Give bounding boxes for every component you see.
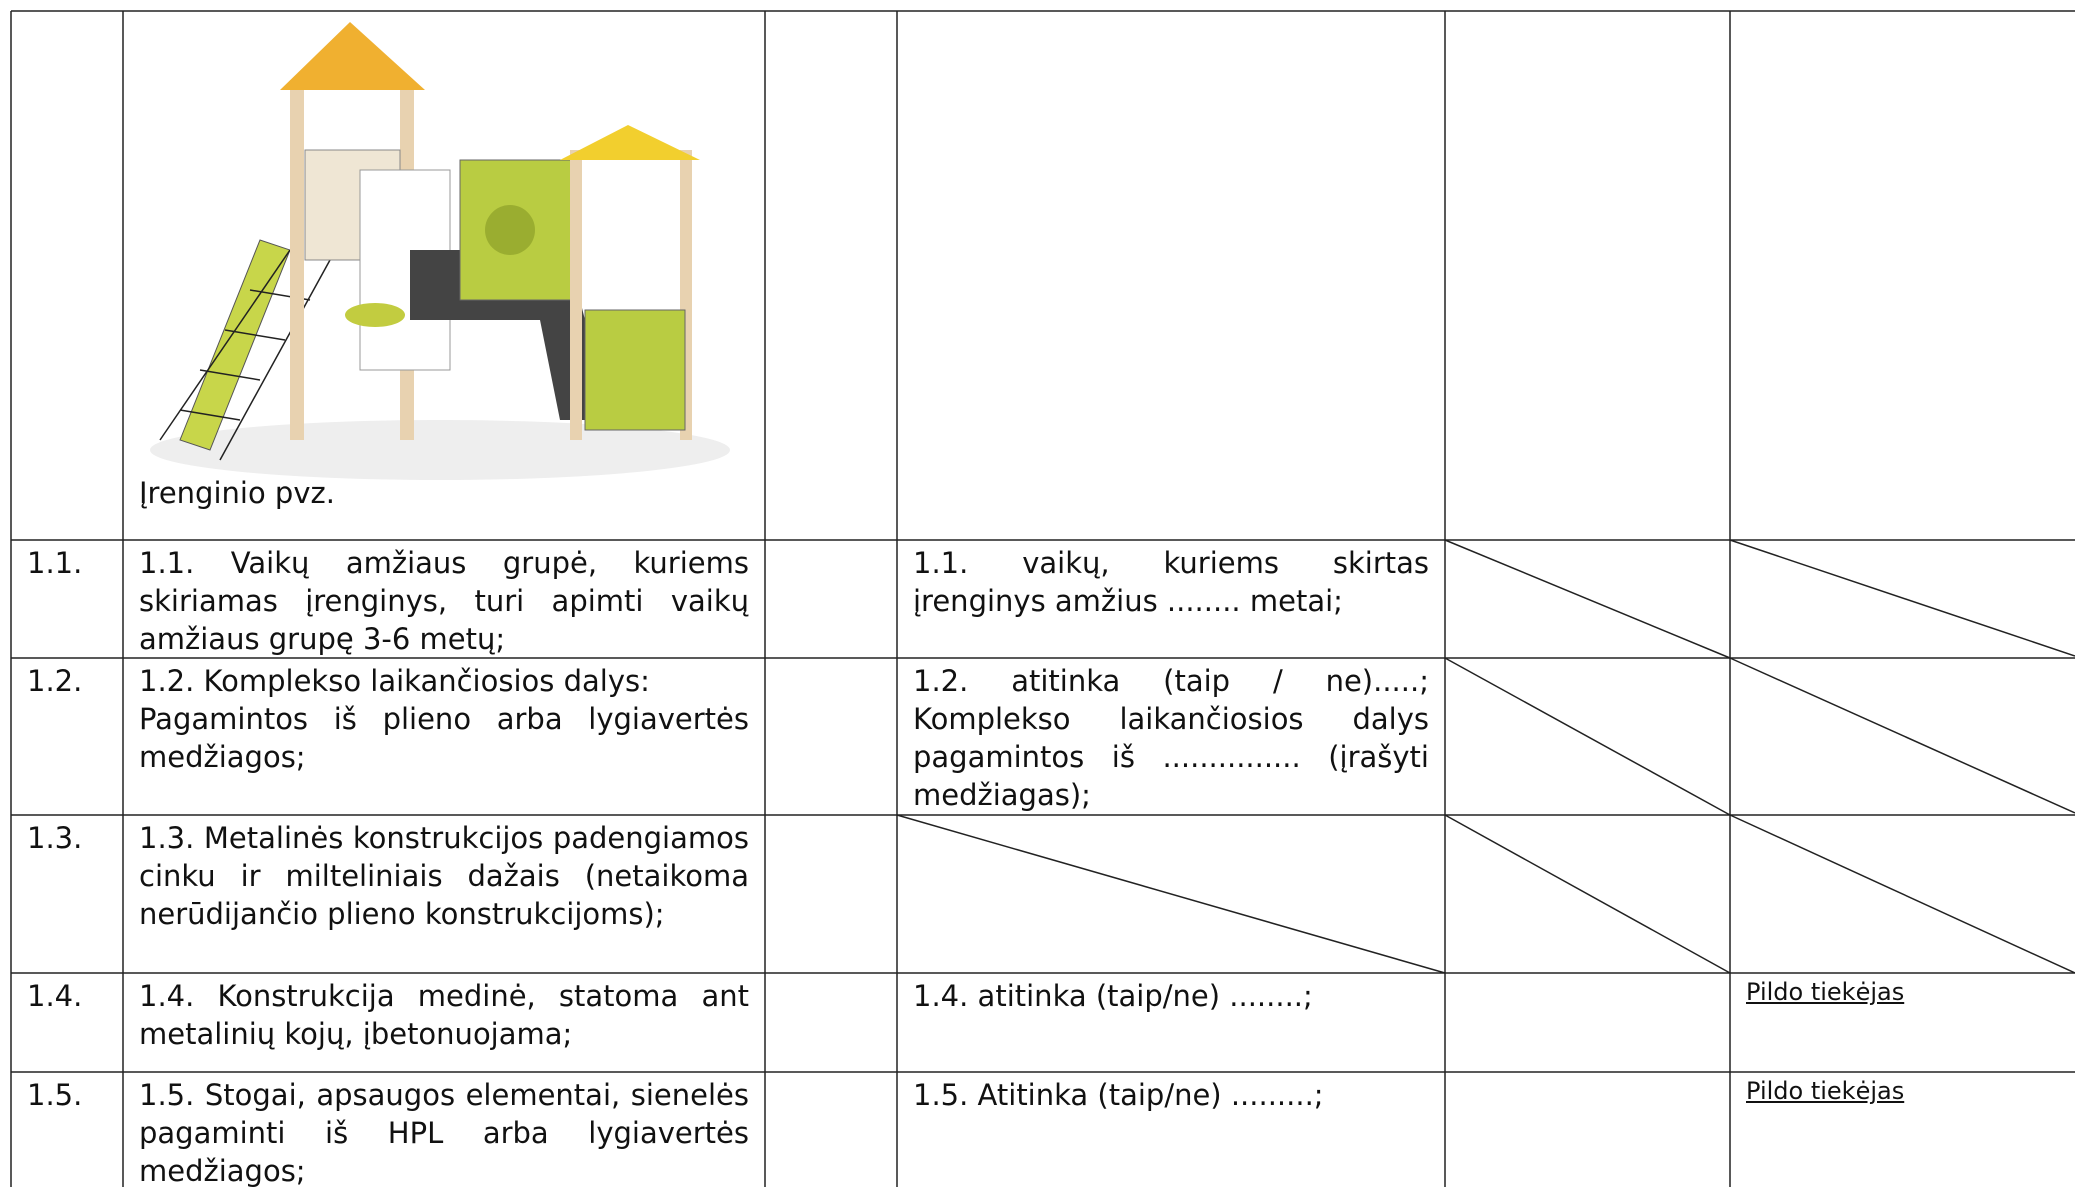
row-offer: 1.5. Atitinka (taip/ne) .........;: [913, 1078, 1324, 1112]
row-number: 1.3.: [27, 821, 83, 855]
row-requirement: 1.5. Stogai, apsaugos elementai, sienelė…: [139, 1078, 749, 1187]
row-offer: 1.2. atitinka (taip / ne).....; Kompleks…: [913, 664, 1429, 812]
row-number: 1.5.: [27, 1078, 83, 1112]
row-number: 1.2.: [27, 664, 83, 698]
supplier-note: Pildo tiekėjas: [1746, 1077, 1905, 1105]
row-offer: 1.1. vaikų, kuriems skirtas įrenginys am…: [913, 546, 1429, 618]
image-caption: Įrenginio pvz.: [139, 476, 335, 510]
supplier-note: Pildo tiekėjas: [1746, 978, 1905, 1006]
row-requirement: 1.3. Metalinės konstrukcijos padengiamos…: [139, 821, 749, 931]
row-requirement: 1.1. Vaikų amžiaus grupė, kuriems skiria…: [139, 546, 749, 656]
playground-image: [150, 22, 730, 480]
row-requirement: 1.2. Komplekso laikančiosios dalys: Paga…: [139, 664, 749, 774]
row-offer: 1.4. atitinka (taip/ne) ........;: [913, 979, 1313, 1013]
row-number: 1.4.: [27, 979, 83, 1013]
row-requirement: 1.4. Konstrukcija medinė, statoma ant me…: [139, 979, 749, 1051]
grid: [10, 10, 2075, 1187]
row-number: 1.1.: [27, 546, 83, 580]
diagonals: [896, 539, 2075, 974]
